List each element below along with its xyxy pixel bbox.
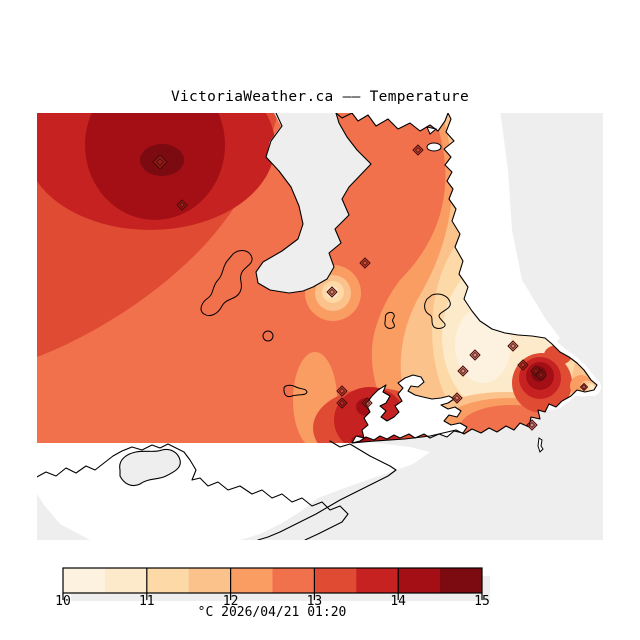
colorbar-tick-label: 14 — [390, 594, 406, 609]
station-marker-hatch — [459, 367, 467, 375]
colorbar-tick-label: 13 — [307, 594, 323, 609]
station-marker-hatch — [338, 387, 346, 395]
colorbar-segment — [398, 568, 441, 593]
lake-outline-langford — [283, 384, 308, 398]
saanich-inlet-water — [256, 113, 371, 293]
colorbar-segment — [188, 568, 232, 593]
station-marker — [469, 349, 481, 361]
station-marker — [326, 286, 338, 298]
station-marker — [579, 382, 589, 392]
station-marker — [451, 392, 463, 404]
station-marker — [176, 199, 188, 211]
colorbar-segment — [63, 568, 106, 593]
station-marker-hatch — [361, 259, 369, 267]
colorbar-ticks: 10 11 12 13 14 15 — [55, 568, 490, 609]
station-marker — [535, 369, 547, 381]
sooke-basin — [119, 448, 181, 487]
colorbar-segment — [356, 568, 399, 593]
colorbar-border — [62, 567, 483, 594]
colorbar-tick-label: 10 — [55, 594, 71, 609]
station-marker — [361, 397, 373, 409]
station-marker-hatch — [178, 201, 186, 209]
pond-outline-small — [384, 312, 395, 329]
pond-outline-tiny — [262, 330, 274, 342]
station-marker — [412, 144, 424, 156]
station-marker-hatch — [537, 371, 545, 379]
station-marker-hatch — [471, 351, 479, 359]
saanich-inlet-coastline — [255, 113, 372, 294]
colorbar: 10 11 12 13 14 15 °C 2026/04/21 01:20 — [55, 567, 490, 620]
station-markers — [152, 144, 589, 431]
colorbar-tick-label: 12 — [223, 594, 239, 609]
colorbar-tick-label: 15 — [474, 594, 490, 609]
station-marker-hatch — [581, 384, 587, 390]
esquimalt-coastline — [257, 440, 397, 540]
station-marker-hatch — [338, 399, 346, 407]
station-marker — [336, 397, 348, 409]
station-marker-hatch — [528, 421, 536, 429]
colorbar-segment — [272, 568, 315, 593]
colorbar-caption: °C 2026/04/21 01:20 — [198, 605, 347, 620]
colorbar-segment — [314, 568, 357, 593]
station-marker-hatch — [519, 361, 527, 369]
station-marker — [457, 365, 469, 377]
south-shore-coastline — [37, 443, 349, 540]
islet-notch — [426, 126, 438, 135]
station-marker — [336, 385, 348, 397]
trial-island — [537, 437, 544, 453]
station-marker-hatch — [509, 342, 517, 350]
station-marker — [152, 154, 168, 170]
station-marker-hatch — [453, 394, 461, 402]
station-marker — [526, 419, 538, 431]
station-marker — [517, 359, 529, 371]
map-area — [37, 113, 603, 540]
islet-bay — [426, 142, 442, 152]
colorbar-segment — [230, 568, 273, 593]
station-marker-hatch — [414, 146, 422, 154]
lake-outline-west — [200, 250, 253, 317]
plot-title: VictoriaWeather.ca —— Temperature — [171, 89, 469, 105]
station-marker — [507, 340, 519, 352]
station-marker-hatch — [363, 399, 371, 407]
peninsula-victoria-coastline — [335, 113, 598, 444]
colorbar-segment — [104, 568, 148, 593]
colorbar-segment — [146, 568, 190, 593]
pond-outline-large — [424, 293, 451, 329]
colorbar-segments — [63, 568, 483, 593]
colorbar-segment — [440, 568, 483, 593]
station-marker — [359, 257, 371, 269]
station-marker-hatch — [532, 367, 540, 375]
station-marker-hatch — [155, 157, 165, 167]
station-marker-hatch — [328, 288, 336, 296]
colorbar-tick-label: 11 — [139, 594, 155, 609]
